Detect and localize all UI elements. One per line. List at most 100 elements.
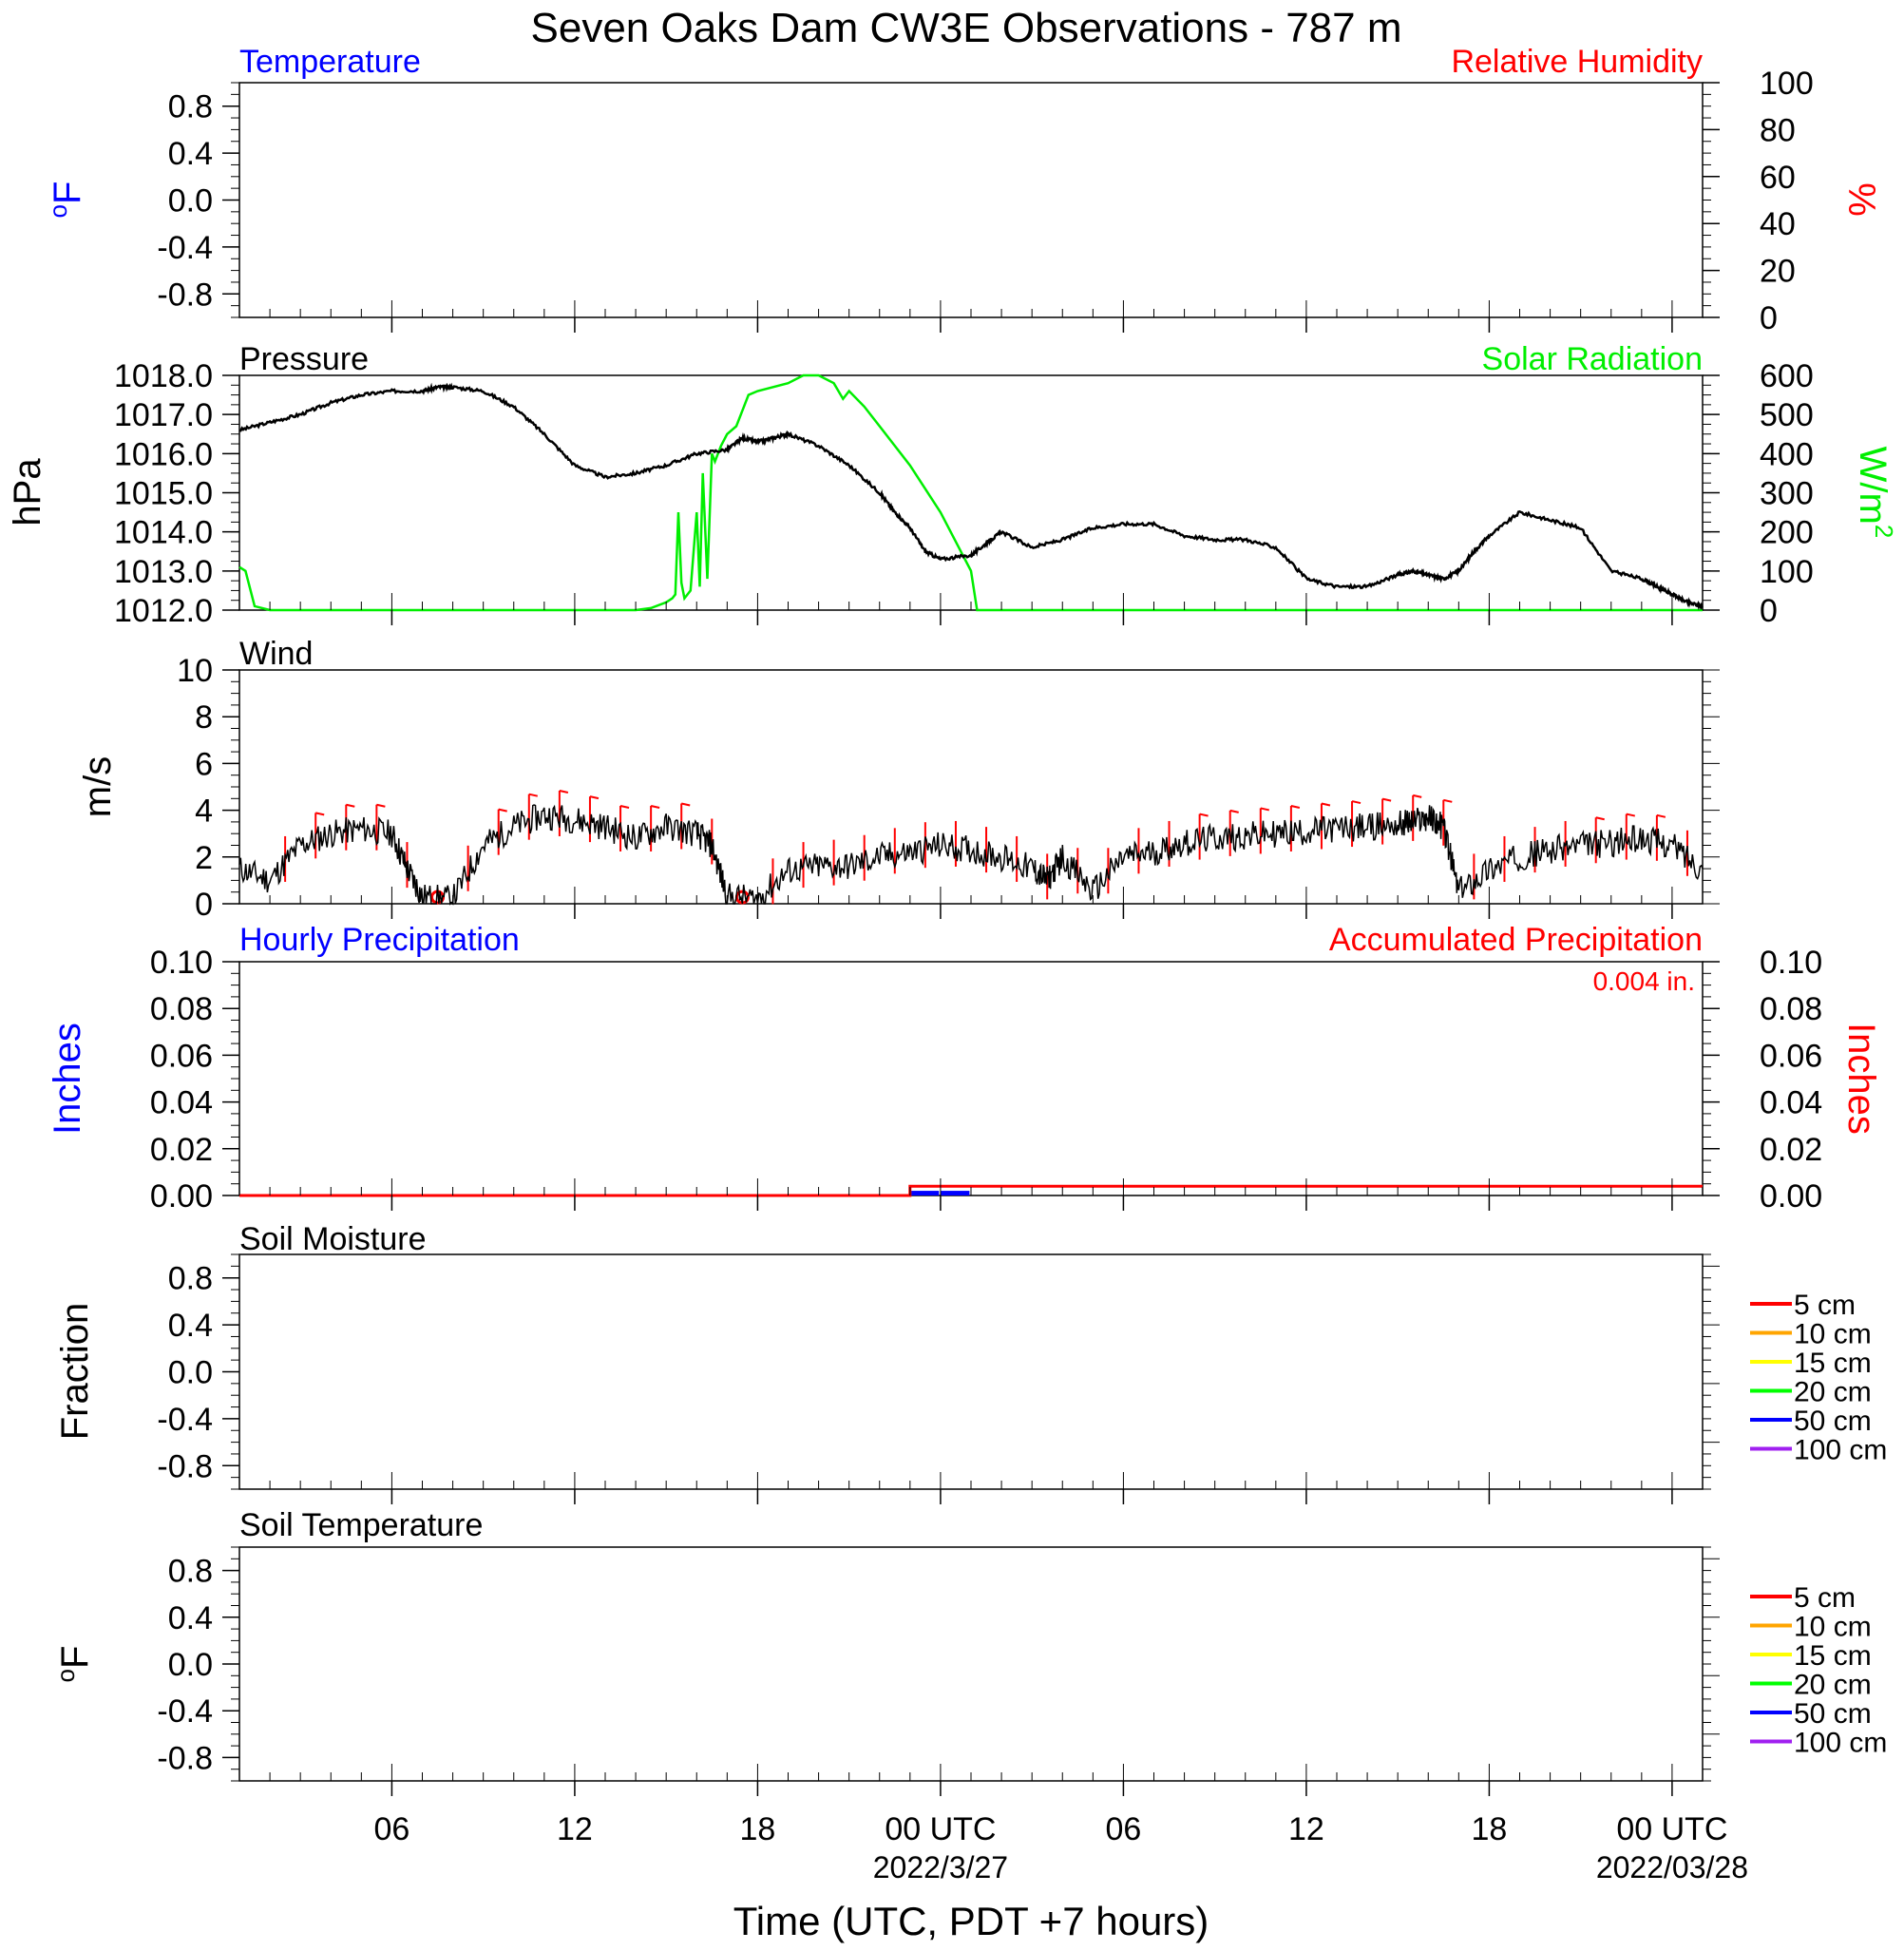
y-tick-label: 100: [1760, 554, 1814, 590]
legend-label: 20 cm: [1794, 1670, 1872, 1701]
hourly-precip-y-ticks: 0.10 0.08 0.06 0.04 0.02 0.00: [150, 945, 239, 1215]
soil-temperature-unit: oF: [51, 1646, 96, 1683]
y-tick-label: 60: [1760, 160, 1796, 196]
accum-precip-line: [239, 1184, 1703, 1197]
wind-barb-flag: [1351, 800, 1361, 805]
y-tick-label: 100: [1760, 66, 1814, 102]
y-tick-label: 0.08: [1760, 991, 1822, 1027]
wind-barb-flag: [559, 790, 569, 794]
y-tick-label: 600: [1760, 358, 1814, 394]
y-tick-label: 0: [1760, 300, 1778, 336]
soil-temperature-plot-area: [238, 1546, 1704, 1782]
y-tick-label: 20: [1760, 254, 1796, 290]
y-tick-label: 0.02: [1760, 1132, 1822, 1168]
temperature-title: Temperature: [239, 44, 421, 80]
y-tick-label: -0.8: [157, 1448, 213, 1484]
wind-barb-flag: [1381, 797, 1392, 802]
x-tick-label: 06: [1106, 1811, 1142, 1847]
wind-unit: m/s: [77, 756, 119, 817]
degree-mark: o: [51, 1669, 80, 1682]
accum-precip-unit: Inches: [1840, 1023, 1882, 1135]
hourly-precip-bars: [909, 1191, 970, 1195]
y-tick-label: 0.4: [168, 1600, 213, 1636]
wind-speed-line: [238, 804, 1704, 906]
y-tick-label: 0.4: [168, 1308, 213, 1344]
y-tick-label: 8: [195, 699, 213, 736]
x-tick-label: 18: [740, 1811, 776, 1847]
wind-panel: Wind 10 8 6 4 2 0 m/s: [77, 636, 1720, 923]
legend-label: 5 cm: [1794, 1290, 1856, 1321]
y-tick-label: 0.10: [150, 945, 213, 981]
wind-barb-flag: [650, 804, 660, 809]
temperature-y-ticks: 0.8 0.4 0.0 -0.4 -0.8: [157, 82, 239, 318]
y-tick-label: 500: [1760, 397, 1814, 433]
legend-label: 20 cm: [1794, 1377, 1872, 1408]
wind-barbs: [284, 790, 1688, 905]
y-tick-label: 0.02: [150, 1132, 213, 1168]
y-tick-label: 40: [1760, 206, 1796, 242]
soil-moisture-right-ticks: [1703, 1253, 1720, 1490]
temperature-unit-label: F: [47, 182, 88, 204]
y-tick-label: 1013.0: [114, 554, 213, 590]
y-tick-label: 200: [1760, 515, 1814, 551]
x-tick-label: 06: [374, 1811, 410, 1847]
soil-temperature-y-ticks: 0.8 0.4 0.0 -0.4 -0.8: [157, 1546, 239, 1782]
precip-plot-area: [238, 961, 1704, 1196]
wind-barb-flag: [1656, 813, 1666, 818]
solar-title: Solar Radiation: [1482, 341, 1703, 377]
y-tick-label: 0.08: [150, 991, 213, 1027]
wind-barb-flag: [498, 808, 507, 813]
legend-label: 10 cm: [1794, 1612, 1872, 1643]
y-tick-label: 0.0: [168, 183, 213, 220]
wind-barb-flag: [1199, 813, 1209, 817]
unit-exponent: 2: [1870, 525, 1898, 538]
humidity-unit: %: [1840, 182, 1882, 217]
wind-y-ticks: 10 8 6 4 2 0: [177, 653, 1720, 923]
x-tick-date: 2022/3/27: [873, 1850, 1008, 1884]
pressure-title: Pressure: [239, 341, 369, 377]
x-axis-label: Time (UTC, PDT +7 hours): [733, 1899, 1209, 1943]
figure-title: Seven Oaks Dam CW3E Observations - 787 m: [531, 5, 1402, 51]
wind-barb-flag: [680, 802, 691, 807]
unit-letter: F: [54, 1646, 96, 1669]
soil-moisture-unit: Fraction: [54, 1303, 96, 1441]
wind-barb-flag: [1290, 804, 1301, 809]
wind-barb-flag: [1321, 802, 1331, 807]
accum-precip-total: 0.004 in.: [1593, 966, 1695, 996]
y-tick-label: 1015.0: [114, 476, 213, 512]
legend-label: 50 cm: [1794, 1698, 1872, 1730]
y-tick-label: 0: [1760, 593, 1778, 629]
wind-barb-flag: [1229, 809, 1239, 813]
hourly-precip-unit: Inches: [47, 1023, 88, 1135]
y-tick-label: 1018.0: [114, 358, 213, 394]
y-tick-label: 0.00: [150, 1178, 213, 1215]
humidity-y-ticks: 100 80 60 40 20 0: [1703, 66, 1814, 336]
y-tick-label: 0.00: [1760, 1178, 1822, 1215]
wind-title: Wind: [239, 636, 313, 672]
pressure-unit: hPa: [7, 458, 48, 526]
y-tick-label: 0.06: [1760, 1038, 1822, 1074]
x-tick-label: 12: [557, 1811, 593, 1847]
y-tick-label: 1017.0: [114, 397, 213, 433]
temperature-plot-area: [238, 82, 1704, 318]
legend-label: 15 cm: [1794, 1348, 1872, 1379]
wind-barb-flag: [528, 793, 539, 797]
degree-mark: o: [44, 204, 72, 218]
legend-label: 5 cm: [1794, 1582, 1856, 1614]
wind-barb-flag: [589, 795, 600, 800]
y-tick-label: 2: [195, 840, 213, 876]
y-tick-label: -0.8: [157, 277, 213, 313]
soil-temperature-panel: Soil Temperature 0.8 0.4 0.0 -0.4 -0.8 oF 5 …: [51, 1507, 1887, 1782]
soil-moisture-plot-area: [238, 1253, 1704, 1490]
wind-barb-flag: [619, 804, 630, 809]
wind-barb-flag: [1626, 813, 1636, 817]
y-tick-label: 0.8: [168, 1261, 213, 1297]
y-tick-label: 4: [195, 794, 213, 830]
legend-label: 100 cm: [1794, 1435, 1887, 1466]
hourly-precip-bar: [940, 1191, 970, 1195]
